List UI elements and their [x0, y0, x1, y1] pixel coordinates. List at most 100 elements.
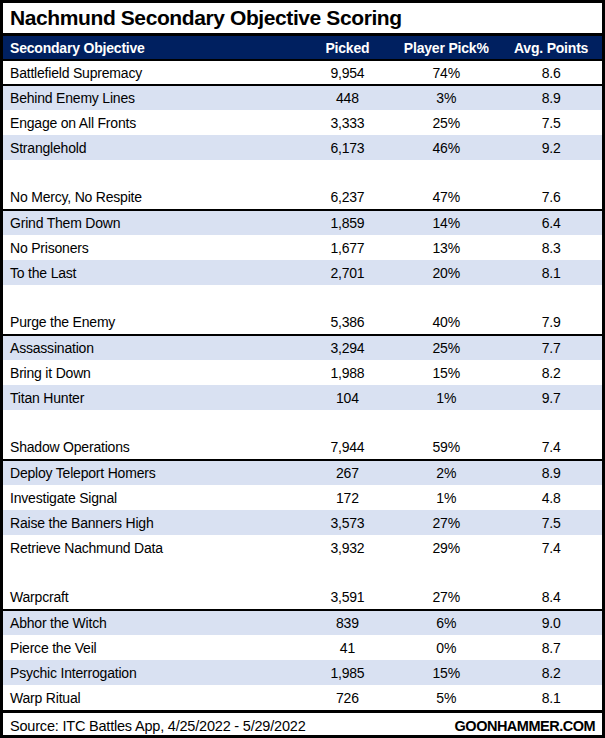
table-row: No Mercy, No Respite6,23747%7.6 — [3, 185, 602, 210]
cell-pick-pct: 14% — [392, 210, 500, 235]
cell-pick-pct: 25% — [392, 110, 500, 135]
spacer-cell — [3, 560, 602, 585]
table-row: Investigate Signal1721%4.8 — [3, 485, 602, 510]
cell-pick-pct: 0% — [392, 635, 500, 660]
cell-avg-points: 9.0 — [500, 610, 602, 635]
cell-pick-pct: 2% — [392, 460, 500, 485]
spacer-row — [3, 285, 602, 310]
table-row: Abhor the Witch8396%9.0 — [3, 610, 602, 635]
cell-objective: Investigate Signal — [3, 485, 303, 510]
cell-objective: Retrieve Nachmund Data — [3, 535, 303, 560]
cell-avg-points: 7.9 — [500, 310, 602, 335]
table-row: Deploy Teleport Homers2672%8.9 — [3, 460, 602, 485]
table-row: No Prisoners1,67713%8.3 — [3, 235, 602, 260]
table-row: Behind Enemy Lines4483%8.9 — [3, 85, 602, 110]
spacer-row — [3, 560, 602, 585]
cell-pick-pct: 6% — [392, 610, 500, 635]
cell-pick-pct: 27% — [392, 510, 500, 535]
title-bar: Nachmund Secondary Objective Scoring — [3, 3, 602, 36]
cell-pick-pct: 1% — [392, 385, 500, 410]
cell-avg-points: 6.4 — [500, 210, 602, 235]
header-row: Secondary Objective Picked Player Pick% … — [3, 36, 602, 60]
cell-pick-pct: 13% — [392, 235, 500, 260]
cell-picked: 448 — [303, 85, 393, 110]
cell-objective: Warp Ritual — [3, 685, 303, 710]
cell-objective: Assassination — [3, 335, 303, 360]
objectives-table: Secondary Objective Picked Player Pick% … — [3, 36, 602, 710]
cell-pick-pct: 25% — [392, 335, 500, 360]
footer-bar: Source: ITC Battles App, 4/25/2022 - 5/2… — [3, 710, 602, 738]
cell-avg-points: 9.2 — [500, 135, 602, 160]
cell-pick-pct: 46% — [392, 135, 500, 160]
cell-objective: Grind Them Down — [3, 210, 303, 235]
table-row: Engage on All Fronts3,33325%7.5 — [3, 110, 602, 135]
cell-picked: 726 — [303, 685, 393, 710]
spacer-cell — [3, 285, 602, 310]
cell-avg-points: 8.2 — [500, 660, 602, 685]
cell-objective: Bring it Down — [3, 360, 303, 385]
spacer-cell — [3, 410, 602, 435]
cell-objective: Deploy Teleport Homers — [3, 460, 303, 485]
cell-avg-points: 7.4 — [500, 535, 602, 560]
cell-avg-points: 7.6 — [500, 185, 602, 210]
cell-picked: 839 — [303, 610, 393, 635]
cell-picked: 6,173 — [303, 135, 393, 160]
table-row: Purge the Enemy5,38640%7.9 — [3, 310, 602, 335]
table-row: Bring it Down1,98815%8.2 — [3, 360, 602, 385]
cell-avg-points: 8.6 — [500, 60, 602, 85]
table-row: To the Last2,70120%8.1 — [3, 260, 602, 285]
spacer-row — [3, 160, 602, 185]
cell-avg-points: 7.4 — [500, 435, 602, 460]
cell-objective: Battlefield Supremacy — [3, 60, 303, 85]
cell-avg-points: 8.1 — [500, 260, 602, 285]
cell-avg-points: 8.1 — [500, 685, 602, 710]
cell-picked: 1,985 — [303, 660, 393, 685]
table-row: Raise the Banners High3,57327%7.5 — [3, 510, 602, 535]
brand-logo-text: GOONHAMMER.COM — [455, 718, 595, 734]
column-header-secondary-objective: Secondary Objective — [3, 36, 303, 60]
table-row: Assassination3,29425%7.7 — [3, 335, 602, 360]
cell-objective: Engage on All Fronts — [3, 110, 303, 135]
table-row: Titan Hunter1041%9.7 — [3, 385, 602, 410]
cell-objective: Abhor the Witch — [3, 610, 303, 635]
cell-avg-points: 8.9 — [500, 460, 602, 485]
cell-avg-points: 8.9 — [500, 85, 602, 110]
cell-pick-pct: 15% — [392, 360, 500, 385]
cell-picked: 3,294 — [303, 335, 393, 360]
table-header: Secondary Objective Picked Player Pick% … — [3, 36, 602, 60]
cell-picked: 267 — [303, 460, 393, 485]
scoring-table-card: Nachmund Secondary Objective Scoring Sec… — [0, 0, 605, 738]
cell-objective: Stranglehold — [3, 135, 303, 160]
cell-objective: Pierce the Veil — [3, 635, 303, 660]
table-row: Grind Them Down1,85914%6.4 — [3, 210, 602, 235]
table-row: Pierce the Veil410%8.7 — [3, 635, 602, 660]
cell-pick-pct: 40% — [392, 310, 500, 335]
cell-pick-pct: 5% — [392, 685, 500, 710]
cell-picked: 3,573 — [303, 510, 393, 535]
cell-pick-pct: 59% — [392, 435, 500, 460]
cell-pick-pct: 74% — [392, 60, 500, 85]
cell-picked: 2,701 — [303, 260, 393, 285]
column-header-picked: Picked — [303, 36, 393, 60]
cell-picked: 1,988 — [303, 360, 393, 385]
cell-objective: No Prisoners — [3, 235, 303, 260]
cell-avg-points: 9.7 — [500, 385, 602, 410]
cell-objective: Purge the Enemy — [3, 310, 303, 335]
cell-avg-points: 7.5 — [500, 510, 602, 535]
cell-avg-points: 4.8 — [500, 485, 602, 510]
cell-avg-points: 7.5 — [500, 110, 602, 135]
cell-objective: Psychic Interrogation — [3, 660, 303, 685]
cell-picked: 104 — [303, 385, 393, 410]
cell-picked: 1,677 — [303, 235, 393, 260]
cell-pick-pct: 47% — [392, 185, 500, 210]
cell-avg-points: 8.7 — [500, 635, 602, 660]
cell-avg-points: 8.3 — [500, 235, 602, 260]
cell-avg-points: 8.4 — [500, 585, 602, 610]
cell-picked: 3,591 — [303, 585, 393, 610]
cell-objective: Behind Enemy Lines — [3, 85, 303, 110]
table-row: Shadow Operations7,94459%7.4 — [3, 435, 602, 460]
source-text: Source: ITC Battles App, 4/25/2022 - 5/2… — [10, 718, 306, 734]
cell-picked: 172 — [303, 485, 393, 510]
table-row: Battlefield Supremacy9,95474%8.6 — [3, 60, 602, 85]
cell-pick-pct: 20% — [392, 260, 500, 285]
